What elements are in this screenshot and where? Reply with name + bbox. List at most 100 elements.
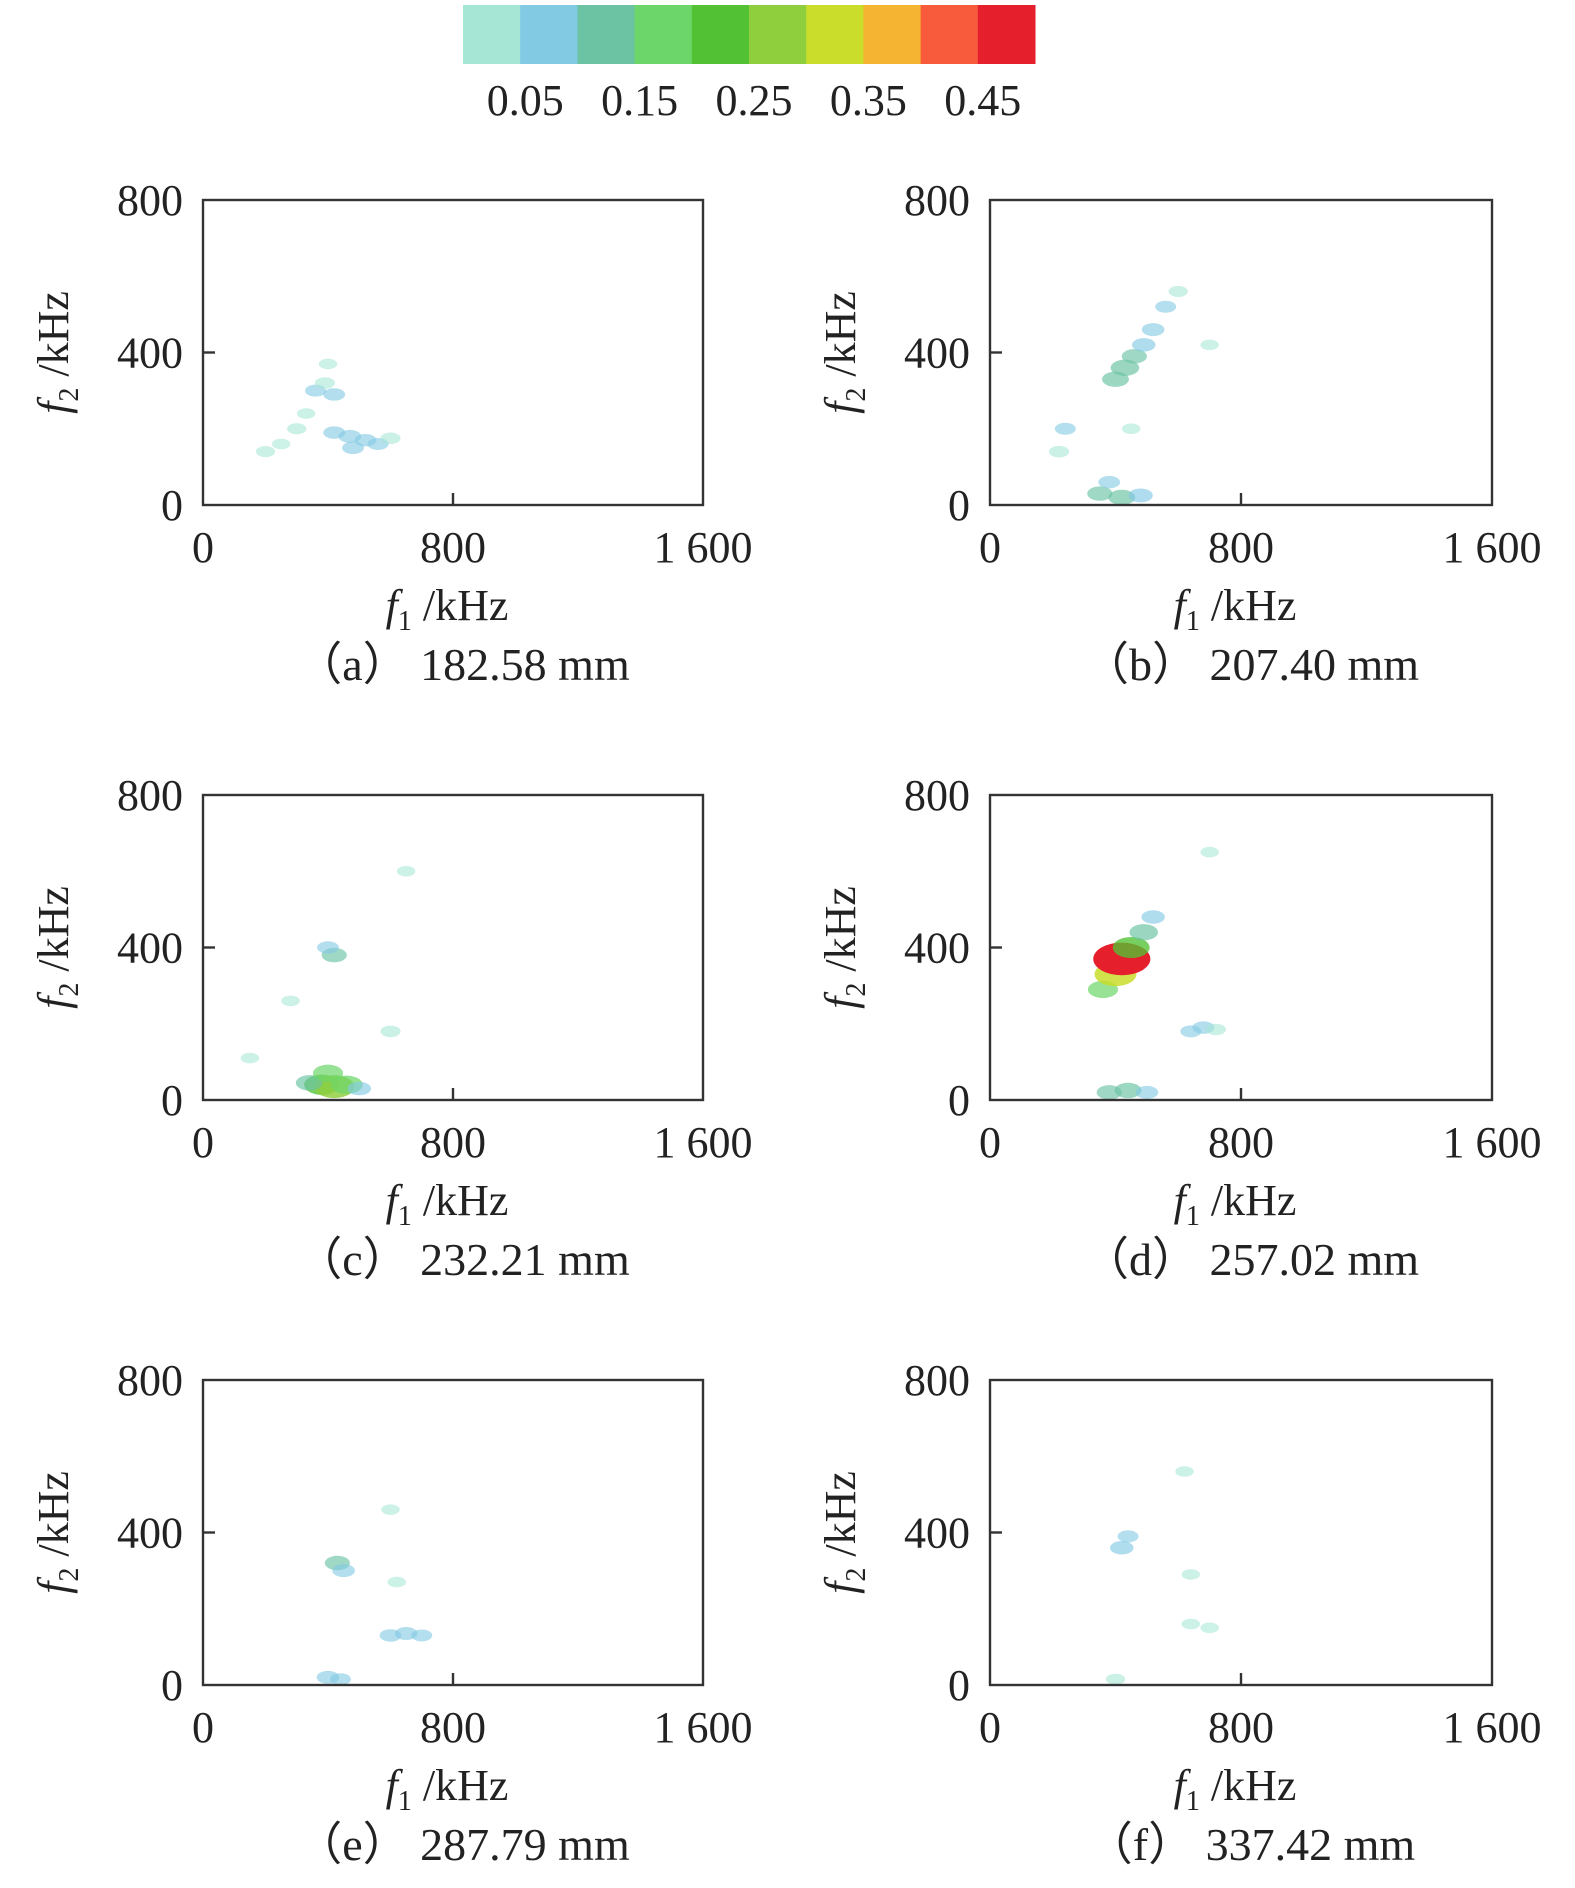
x-axis-unit: /kHz (1200, 1761, 1297, 1810)
heatmap-point (396, 865, 416, 877)
y-axis-unit: /kHz (816, 1471, 865, 1568)
heatmap-point (380, 1025, 401, 1038)
y-axis-title: f2 /kHz (29, 1471, 85, 1594)
y-tick-label: 800 (904, 1356, 970, 1405)
heatmap-point (1110, 1541, 1134, 1555)
colorbar-tick-label: 0.25 (716, 76, 793, 125)
heatmap-point (1117, 1530, 1139, 1543)
x-axis-sub: 1 (398, 1786, 412, 1817)
heatmap-point (1200, 846, 1219, 858)
heatmap-point (1110, 359, 1140, 376)
heatmap-point (1048, 445, 1070, 458)
y-tick-label: 800 (117, 1356, 183, 1405)
colorbar-segment (863, 5, 922, 64)
heatmap-point (1175, 1466, 1194, 1477)
x-tick-label: 1 600 (1443, 1118, 1542, 1167)
plot-frame (201, 198, 705, 507)
x-tick-label: 800 (1208, 523, 1274, 572)
heatmap-point (1129, 924, 1159, 941)
y-tick-label: 800 (117, 771, 183, 820)
x-axis-sub: 1 (398, 1201, 412, 1232)
x-tick-label: 0 (979, 1118, 1001, 1167)
heatmap-point (1114, 1082, 1142, 1099)
x-tick-label: 800 (420, 1118, 486, 1167)
colorbar: 0.05 0.15 0.25 0.35 0.45 (463, 5, 1036, 125)
heatmap-point (271, 438, 291, 450)
x-tick-label: 0 (192, 1118, 214, 1167)
x-axis-sub: 1 (1186, 1786, 1200, 1817)
panel-a: 0 800 1 600 0 400 800 f1 /kHz f2 /kHz （a） 182.58… (29, 176, 753, 690)
panel-caption: （c） 232.21 mm (296, 1234, 630, 1285)
x-tick-label: 1 600 (654, 1118, 753, 1167)
colorbar-segment (577, 5, 636, 64)
x-axis-title: f1 /kHz (386, 1176, 509, 1232)
y-tick-label: 400 (904, 924, 970, 973)
heatmap-point (1128, 488, 1153, 503)
y-tick-label: 0 (948, 1661, 970, 1710)
heatmap-point (1108, 489, 1136, 506)
panel-e: 0 800 1 600 0 400 800 f1 /kHz f2 /kHz （e） 287.79… (29, 1356, 753, 1870)
heatmap-point (1131, 338, 1156, 352)
colorbar-segment (520, 5, 578, 64)
colorbar-tick-label: 0.35 (830, 76, 907, 125)
panel-b: 0 800 1 600 0 400 800 f1 /kHz f2 /kHz （b） 207.40… (816, 176, 1542, 690)
x-tick-label: 1 600 (654, 1703, 753, 1752)
x-tick-label: 0 (979, 523, 1001, 572)
plot-frame (201, 793, 705, 1102)
y-tick-label: 800 (904, 771, 970, 820)
y-axis-unit: /kHz (29, 291, 78, 388)
heatmap-point (1200, 1622, 1219, 1634)
y-axis-unit: /kHz (816, 291, 865, 388)
y-axis-sub: 2 (841, 388, 872, 402)
panel-caption: （e） 287.79 mm (296, 1819, 630, 1870)
plot-frame (201, 1378, 705, 1687)
x-axis-title: f1 /kHz (1174, 1176, 1297, 1232)
x-tick-label: 0 (979, 1703, 1001, 1752)
heatmap-point (330, 1673, 351, 1686)
y-axis-sub: 2 (54, 1568, 85, 1582)
colorbar-segment (920, 5, 979, 64)
heatmap-point (295, 1075, 323, 1091)
heatmap-point (1098, 475, 1121, 489)
x-axis-sub: 1 (398, 606, 412, 637)
x-axis-title: f1 /kHz (1174, 1761, 1297, 1817)
x-axis-title: f1 /kHz (386, 581, 509, 637)
heatmap-marks (1105, 1466, 1219, 1685)
x-tick-label: 1 600 (1443, 1703, 1542, 1752)
heatmap-marks (255, 358, 401, 458)
y-tick-label: 800 (904, 176, 970, 225)
y-tick-label: 0 (948, 1076, 970, 1125)
y-tick-label: 0 (161, 1076, 183, 1125)
plot-frame (988, 1378, 1494, 1687)
y-tick-label: 0 (161, 1661, 183, 1710)
colorbar-segment (806, 5, 864, 64)
heatmap-point (381, 1504, 400, 1515)
heatmap-marks (1087, 846, 1226, 1100)
heatmap-point (1121, 423, 1141, 435)
y-axis-title: f2 /kHz (816, 1471, 872, 1594)
plot-frame (988, 793, 1494, 1102)
heatmap-point (1141, 910, 1165, 924)
panel-c: 0 800 1 600 0 400 800 f1 /kHz f2 /kHz （c） 232.21… (29, 771, 753, 1285)
colorbar-tick-label: 0.45 (944, 76, 1021, 125)
y-axis-unit: /kHz (816, 886, 865, 983)
y-axis-sub: 2 (841, 1568, 872, 1582)
y-axis-title: f2 /kHz (816, 291, 872, 414)
heatmap-point (1105, 1673, 1126, 1685)
panel-f: 0 800 1 600 0 400 800 f1 /kHz f2 /kHz （f） 337.42… (816, 1356, 1542, 1870)
x-axis-unit: /kHz (1200, 581, 1297, 630)
heatmap-point (323, 388, 346, 401)
y-tick-label: 400 (117, 329, 183, 378)
y-axis-title: f2 /kHz (816, 886, 872, 1009)
colorbar-segment (977, 5, 1036, 64)
heatmap-point (332, 1564, 355, 1578)
y-axis-sub: 2 (54, 983, 85, 997)
heatmap-point (1181, 1569, 1201, 1580)
x-axis-unit: /kHz (1200, 1176, 1297, 1225)
colorbar-tick-label: 0.15 (601, 76, 678, 125)
colorbar-segment (691, 5, 750, 64)
x-tick-label: 800 (1208, 1118, 1274, 1167)
x-tick-label: 0 (192, 1703, 214, 1752)
heatmap-point (1205, 1023, 1226, 1036)
